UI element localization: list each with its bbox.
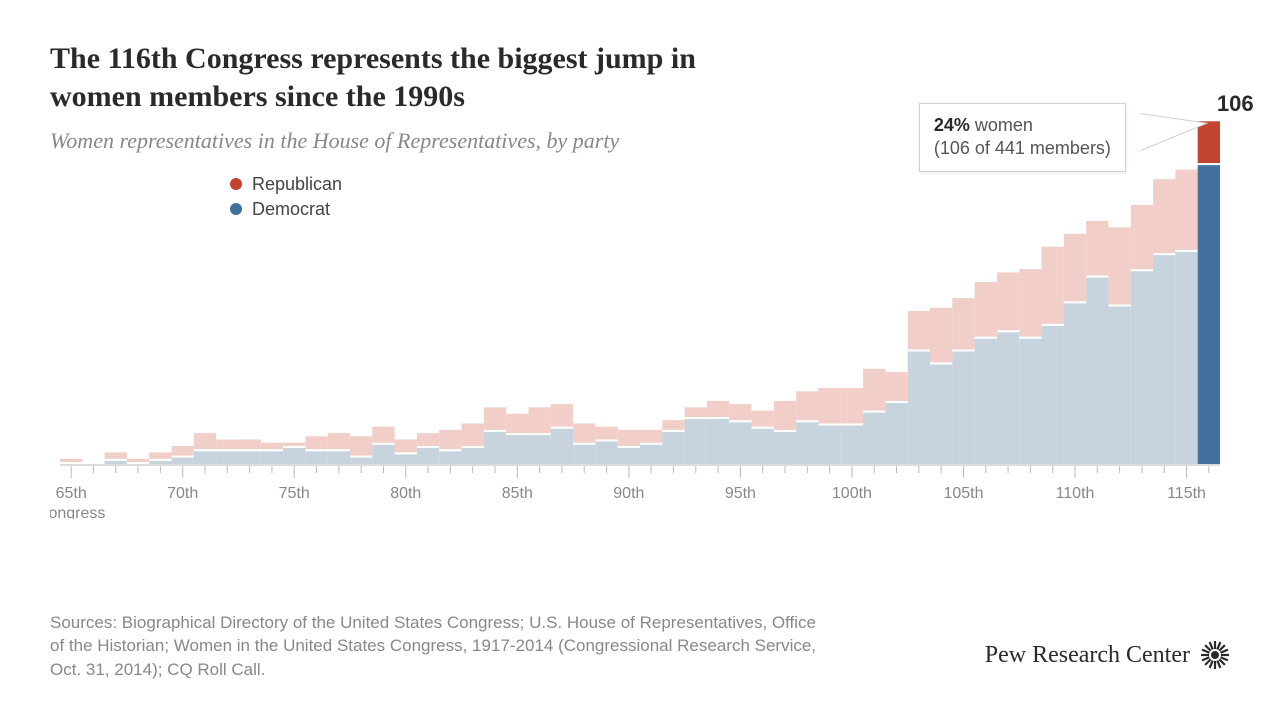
svg-text:85th: 85th bbox=[502, 485, 533, 502]
svg-text:65th: 65th bbox=[56, 485, 87, 502]
svg-text:75th: 75th bbox=[279, 485, 310, 502]
svg-text:Congress: Congress bbox=[50, 505, 105, 519]
svg-text:100th: 100th bbox=[832, 485, 872, 502]
top-value-label: 106 bbox=[1217, 91, 1254, 117]
svg-text:80th: 80th bbox=[390, 485, 421, 502]
callout-detail: (106 of 441 members) bbox=[934, 137, 1111, 160]
svg-text:105th: 105th bbox=[943, 485, 983, 502]
svg-text:95th: 95th bbox=[725, 485, 756, 502]
brand-text: Pew Research Center bbox=[985, 642, 1190, 669]
svg-text:115th: 115th bbox=[1167, 485, 1206, 502]
chart-area: 106 24% women (106 of 441 members) 65th7… bbox=[50, 104, 1230, 519]
sources-text: Sources: Biographical Directory of the U… bbox=[50, 611, 830, 682]
callout-box: 24% women (106 of 441 members) bbox=[919, 103, 1126, 172]
svg-text:70th: 70th bbox=[167, 485, 198, 502]
svg-text:110th: 110th bbox=[1056, 485, 1095, 502]
brand: Pew Research Center bbox=[985, 640, 1230, 670]
callout-percent: 24% bbox=[934, 115, 970, 135]
sunburst-icon bbox=[1200, 640, 1230, 670]
callout-word: women bbox=[970, 115, 1033, 135]
svg-text:90th: 90th bbox=[613, 485, 644, 502]
